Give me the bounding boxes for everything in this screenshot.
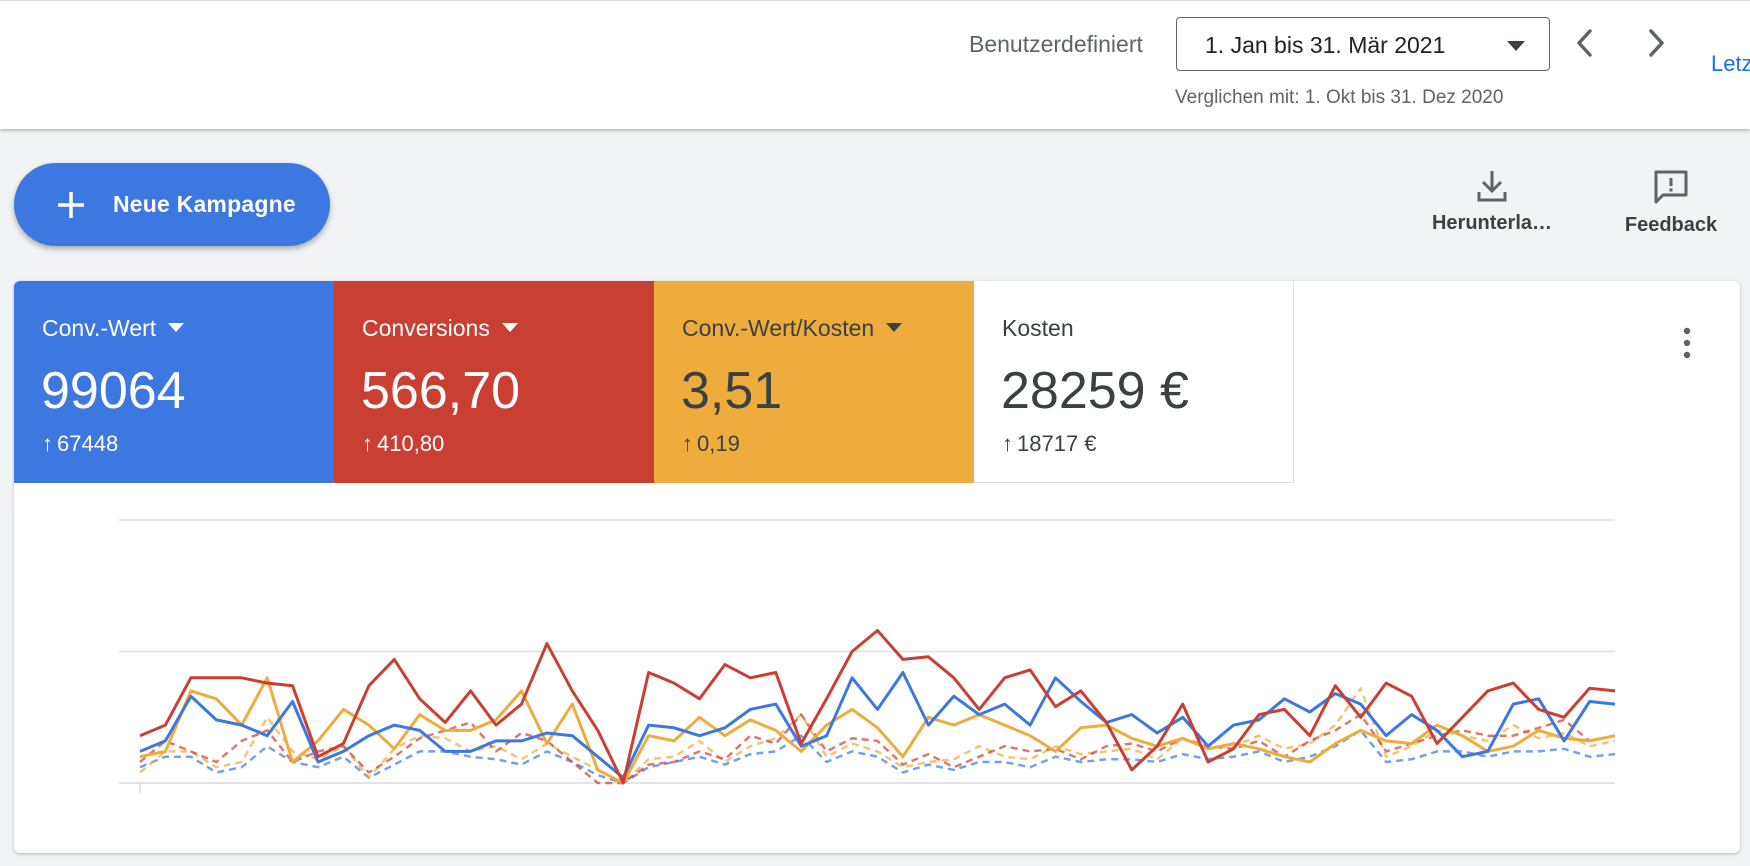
- new-campaign-button[interactable]: Neue Kampagne: [14, 163, 330, 246]
- dropdown-caret-icon: [1507, 41, 1525, 51]
- chart-series-line-1: [139, 671, 1616, 780]
- dropdown-caret-icon: [501, 323, 518, 333]
- feedback-icon: [1654, 170, 1688, 204]
- arrow-up-icon: ↑: [682, 431, 693, 456]
- more-options-button[interactable]: [1672, 323, 1702, 363]
- last-period-link[interactable]: Letz: [1711, 51, 1750, 76]
- chart-series-line-5: [139, 729, 1616, 785]
- chart-series-line-2: [139, 676, 1616, 785]
- metric-delta: 18717 €: [1017, 431, 1097, 456]
- chevron-left-icon: [1577, 29, 1592, 57]
- metric-tile-conv-value-per-cost[interactable]: Conv.-Wert/Kosten 3,51 ↑ 0,19: [654, 281, 974, 483]
- comparison-period-text: Verglichen mit: 1. Okt bis 31. Dez 2020: [1175, 87, 1504, 108]
- date-toolbar: Benutzerdefiniert 1. Jan bis 31. Mär 202…: [0, 0, 1750, 129]
- metric-value: 99064: [41, 362, 186, 420]
- metric-label: Conversions: [362, 315, 490, 341]
- arrow-up-icon: ↑: [1002, 431, 1013, 456]
- metric-label: Conv.-Wert: [42, 315, 157, 341]
- next-period-button[interactable]: [1634, 21, 1678, 65]
- feedback-label: Feedback: [1624, 214, 1718, 236]
- metric-delta: 67448: [57, 431, 119, 456]
- chart-series-line-3: [139, 713, 1616, 785]
- dropdown-caret-icon: [886, 323, 903, 333]
- performance-line-chart: [119, 519, 1616, 793]
- arrow-up-icon: ↑: [42, 431, 53, 456]
- metric-tile-cost[interactable]: Kosten 28259 € ↑ 18717 €: [974, 281, 1294, 483]
- performance-card: Conv.-Wert 99064 ↑ 67448 Conversions 566,…: [14, 281, 1740, 853]
- metric-value: 28259 €: [1001, 362, 1189, 420]
- metric-value: 3,51: [681, 362, 783, 420]
- download-label: Herunterla…: [1431, 212, 1553, 234]
- chart-series-line-4: [139, 687, 1616, 785]
- download-button[interactable]: Herunterla…: [1422, 168, 1562, 235]
- previous-period-button[interactable]: [1564, 21, 1608, 65]
- plus-icon: [58, 192, 84, 218]
- metric-delta: 0,19: [697, 431, 740, 456]
- chevron-right-icon: [1649, 29, 1664, 57]
- arrow-up-icon: ↑: [362, 431, 373, 456]
- metric-delta: 410,80: [377, 431, 445, 456]
- metric-tile-conv-value[interactable]: Conv.-Wert 99064 ↑ 67448: [14, 281, 334, 483]
- metric-value: 566,70: [361, 362, 521, 420]
- date-range-value: 1. Jan bis 31. Mär 2021: [1205, 32, 1446, 58]
- more-vert-icon: [1683, 327, 1691, 359]
- new-campaign-label: Neue Kampagne: [113, 191, 296, 217]
- metric-label: Kosten: [1002, 315, 1074, 341]
- download-icon: [1477, 171, 1507, 202]
- date-range-select[interactable]: 1. Jan bis 31. Mär 2021: [1176, 17, 1550, 71]
- metric-tile-conversions[interactable]: Conversions 566,70 ↑ 410,80: [334, 281, 654, 483]
- range-type-label: Benutzerdefiniert: [969, 31, 1143, 57]
- metric-label: Conv.-Wert/Kosten: [682, 315, 875, 341]
- feedback-button[interactable]: Feedback: [1616, 168, 1726, 237]
- chart-series-line-0: [139, 629, 1616, 785]
- dropdown-caret-icon: [168, 323, 185, 333]
